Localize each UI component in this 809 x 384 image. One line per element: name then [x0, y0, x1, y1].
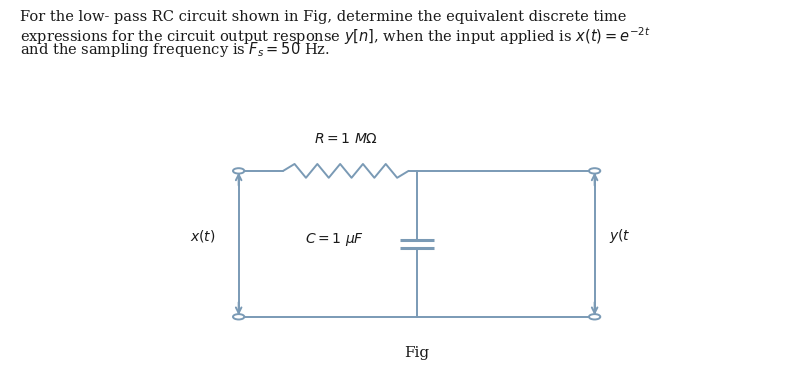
Text: expressions for the circuit output response $y[n]$, when the input applied is $x: expressions for the circuit output respo… — [20, 25, 650, 47]
Circle shape — [233, 168, 244, 174]
Circle shape — [233, 314, 244, 319]
Text: For the low- pass RC circuit shown in Fig, determine the equivalent discrete tim: For the low- pass RC circuit shown in Fi… — [20, 10, 627, 23]
Circle shape — [589, 314, 600, 319]
Text: $x(t)$: $x(t)$ — [190, 228, 216, 244]
Text: $y(t$: $y(t$ — [609, 227, 631, 245]
Circle shape — [589, 168, 600, 174]
Text: Fig: Fig — [404, 346, 430, 359]
Text: $C = 1 \ \mu F$: $C = 1 \ \mu F$ — [305, 232, 364, 248]
Text: $R = 1 \ M\Omega$: $R = 1 \ M\Omega$ — [314, 132, 378, 146]
Text: and the sampling frequency is $F_s = 50$ Hz.: and the sampling frequency is $F_s = 50$… — [20, 40, 330, 59]
